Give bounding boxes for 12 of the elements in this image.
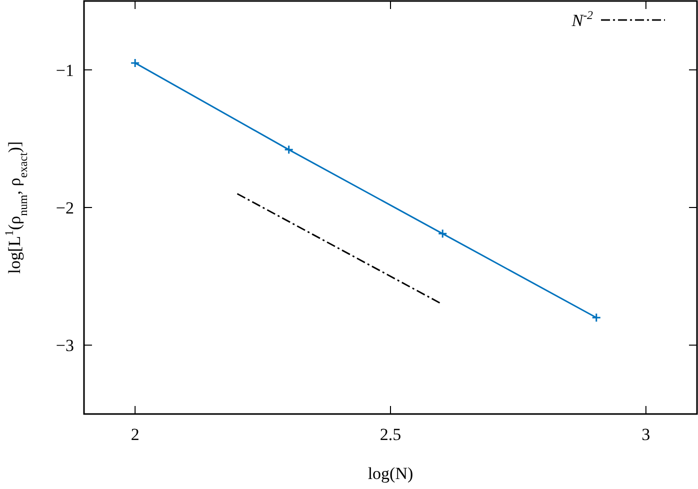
y-tick-label: −2 [56, 198, 74, 218]
point [130, 58, 140, 68]
x-tick-label: 2 [130, 425, 140, 444]
y-tick-label: −3 [56, 336, 74, 356]
point [438, 228, 448, 238]
legend-label: N$^{-2}$ [570, 8, 594, 30]
y-tick-label: −1 [56, 60, 74, 80]
x-tick-label: 2.5 [380, 425, 402, 444]
x-tick-label: 3 [642, 425, 650, 444]
point [284, 144, 294, 154]
x-axis-title: log(N) [368, 464, 414, 483]
point [592, 312, 602, 322]
